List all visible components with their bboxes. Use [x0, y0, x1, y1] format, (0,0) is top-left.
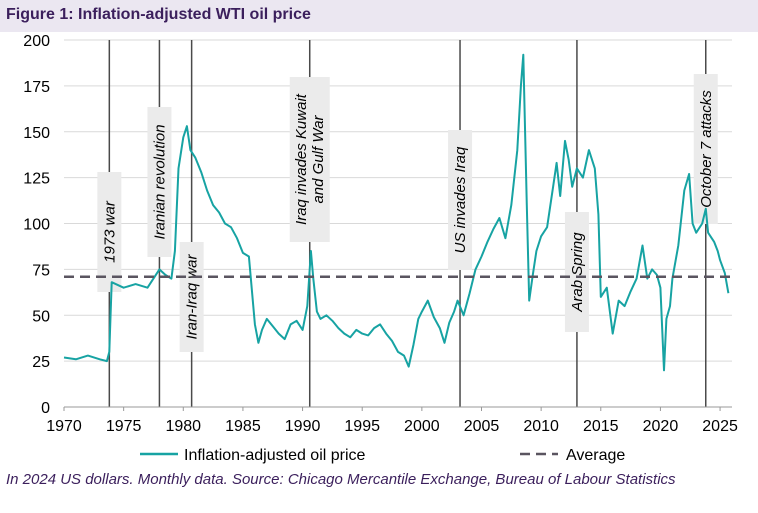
x-tick-label: 2005 [464, 418, 500, 435]
x-tick-label: 1975 [106, 418, 142, 435]
event-label: US invades Iraq [452, 146, 469, 253]
series-lines [63, 53, 732, 372]
x-tick-label: 2015 [583, 418, 619, 435]
event-label: Iraq invades Kuwaitand Gulf War [293, 93, 327, 225]
event-label: 1973 war [101, 200, 118, 263]
x-tick-label: 2020 [643, 418, 679, 435]
y-tick-label: 25 [32, 354, 50, 371]
event-label: Iranian revolution [151, 124, 168, 239]
oil-price-chart: 1973 war Iranian revolution Iran-Iraq war I… [23, 33, 738, 464]
oil-price-line [63, 53, 730, 372]
event-label-box [97, 172, 122, 292]
event-label: October 7 attacks [698, 90, 715, 208]
event-label-box [289, 77, 330, 242]
legend-label-price: Inflation-adjusted oil price [184, 447, 366, 464]
source-note: In 2024 US dollars. Monthly data. Source… [6, 471, 676, 488]
y-tick-label: 50 [32, 308, 50, 325]
x-tick-label: 2000 [404, 418, 440, 435]
event-label-box [179, 242, 204, 352]
x-tick-label: 1970 [46, 418, 82, 435]
event-label-box [147, 107, 172, 257]
y-tick-label: 125 [23, 171, 50, 188]
event-label: Arab Spring [569, 232, 586, 313]
y-tick-label: 100 [23, 217, 50, 234]
y-tick-label: 175 [23, 79, 50, 96]
x-tick-label: 1995 [344, 418, 380, 435]
x-tick-label: 1990 [285, 418, 321, 435]
title-bar: Figure 1: Inflation-adjusted WTI oil pri… [0, 0, 758, 32]
event-label-box [448, 130, 473, 270]
axes: 0 25 50 75 100 125 150 175 200 1970 1975 1980 1985 19… [23, 33, 738, 435]
chart-title: Figure 1: Inflation-adjusted WTI oil pri… [6, 6, 311, 23]
y-tick-label: 75 [32, 262, 50, 279]
x-tick-label: 2025 [702, 418, 738, 435]
event-label-box [564, 212, 589, 332]
legend-label-average: Average [566, 447, 625, 464]
y-tick-label: 150 [23, 125, 50, 142]
event-label-box [693, 74, 718, 224]
y-tick-label: 200 [23, 33, 50, 50]
y-tick-label: 0 [41, 400, 50, 417]
event-label: Iran-Iraq war [184, 253, 201, 339]
legend: Inflation-adjusted oil price Average [140, 447, 625, 464]
x-tick-label: 2010 [523, 418, 559, 435]
x-tick-label: 1985 [225, 418, 261, 435]
x-tick-label: 1980 [165, 418, 201, 435]
event-markers: 1973 war Iranian revolution Iran-Iraq war I… [97, 40, 718, 407]
